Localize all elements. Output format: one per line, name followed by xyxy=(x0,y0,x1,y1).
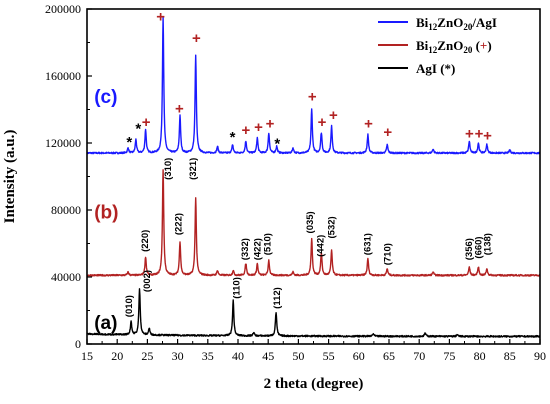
star-marker-0: * xyxy=(126,134,132,151)
peak-label-a-3: (112) xyxy=(272,287,283,309)
legend-text-part: Bi xyxy=(416,15,429,30)
peak-label-b-0: (220) xyxy=(140,230,151,252)
panel-label-1: (b) xyxy=(94,202,118,223)
panel-label-0: (c) xyxy=(94,87,117,108)
x-tick-label-9: 60 xyxy=(353,349,365,363)
plus-marker-9: + xyxy=(329,107,338,124)
y-axis-title: Intensity (a.u.) xyxy=(2,130,18,224)
peak-label-b-5: (422) xyxy=(252,238,263,260)
series-line-b xyxy=(87,169,540,277)
peak-label-b-13: (660) xyxy=(474,236,485,258)
plus-marker-3: + xyxy=(142,114,151,131)
plus-marker-6: + xyxy=(266,116,275,133)
star-marker-1: * xyxy=(135,121,141,138)
x-tick-label-2: 25 xyxy=(141,349,153,363)
peak-label-b-7: (035) xyxy=(305,211,316,233)
legend-text-part: Bi xyxy=(416,38,429,53)
legend-subscript: 20 xyxy=(463,45,473,55)
x-tick-label-10: 65 xyxy=(383,349,395,363)
x-tick-label-12: 75 xyxy=(443,349,455,363)
plus-marker-11: + xyxy=(383,124,392,141)
legend-text-part: ) xyxy=(487,38,491,53)
plus-marker-1: + xyxy=(192,30,201,47)
x-tick-label-6: 45 xyxy=(262,349,274,363)
plus-marker-5: + xyxy=(254,119,263,136)
x-tick-label-11: 70 xyxy=(413,349,425,363)
x-tick-label-14: 85 xyxy=(504,349,516,363)
x-tick-label-7: 50 xyxy=(292,349,304,363)
peak-label-b-11: (710) xyxy=(382,243,393,265)
series-line-a xyxy=(87,288,540,338)
x-tick-label-13: 80 xyxy=(474,349,486,363)
plus-marker-12: + xyxy=(465,126,474,143)
y-tick-label-1: 40000 xyxy=(51,270,81,284)
peak-label-b-14: (138) xyxy=(483,233,494,255)
star-marker-2: * xyxy=(230,129,236,146)
legend-subscript: 12 xyxy=(428,45,438,55)
peak-label-b-3: (321) xyxy=(188,158,199,180)
x-tick-label-8: 55 xyxy=(323,349,335,363)
legend-text-part: ZnO xyxy=(437,38,463,53)
legend-label-1: Bi12ZnO20 (+) xyxy=(416,38,492,55)
legend-plus-marker: + xyxy=(480,38,487,53)
y-tick-label-5: 200000 xyxy=(45,2,81,16)
plus-marker-0: + xyxy=(156,8,165,25)
plus-marker-10: + xyxy=(364,116,373,133)
plus-marker-8: + xyxy=(318,114,327,131)
y-tick-label-4: 160000 xyxy=(45,69,81,83)
plus-marker-13: + xyxy=(475,126,484,143)
y-tick-label-2: 80000 xyxy=(51,203,81,217)
legend-label-2: AgI (*) xyxy=(416,61,455,76)
y-tick-label-0: 0 xyxy=(75,337,81,351)
x-tick-label-0: 15 xyxy=(81,349,93,363)
peak-label-b-4: (332) xyxy=(240,238,251,260)
peak-label-b-9: (532) xyxy=(327,216,338,238)
axes-frame xyxy=(86,8,541,345)
y-tick-label-3: 120000 xyxy=(45,136,81,150)
x-tick-label-3: 30 xyxy=(172,349,184,363)
annotation-group: (c)(b)(a)(220)(310)(222)(321)(332) (422)(… xyxy=(94,8,493,334)
peak-label-b-12: (356) xyxy=(464,238,475,260)
peak-label-b-10: (631) xyxy=(362,233,373,255)
legend-subscript: 20 xyxy=(463,22,473,32)
series-group xyxy=(87,16,540,338)
series-line-c xyxy=(87,16,540,155)
axes-group: 15 20 25 30 35 40 45 50 55 60 65 70 75 80 85 90 0 40000 80… xyxy=(2,2,546,392)
x-axis-title: 2 theta (degree) xyxy=(264,376,364,392)
plus-marker-14: + xyxy=(483,127,492,144)
plus-marker-4: + xyxy=(241,122,250,139)
peak-label-b-8: (442) xyxy=(315,235,326,257)
peak-label-b-1: (310) xyxy=(163,158,174,180)
peak-label-a-0: (010) xyxy=(124,295,135,317)
legend-text-part: /AgI xyxy=(471,15,497,30)
x-tick-label-4: 35 xyxy=(202,349,214,363)
peak-label-b-2: (222) xyxy=(173,213,184,235)
plus-marker-2: + xyxy=(175,100,184,117)
star-marker-3: * xyxy=(274,136,280,153)
x-tick-label-1: 20 xyxy=(111,349,123,363)
peak-label-a-1: (002) xyxy=(142,270,153,292)
legend-label-0: Bi12ZnO20/AgI xyxy=(416,15,497,32)
x-tick-label-15: 90 xyxy=(534,349,546,363)
x-tick-label-5: 40 xyxy=(232,349,244,363)
legend-text-part: ( xyxy=(472,38,480,53)
plus-marker-7: + xyxy=(308,89,317,106)
panel-label-2: (a) xyxy=(94,313,117,334)
legend-text-part: AgI (*) xyxy=(416,61,455,76)
legend-subscript: 12 xyxy=(428,22,438,32)
peak-label-a-2: (110) xyxy=(231,277,242,299)
peak-label-b-6: (510) xyxy=(263,233,274,255)
legend-text-part: ZnO xyxy=(437,15,463,30)
